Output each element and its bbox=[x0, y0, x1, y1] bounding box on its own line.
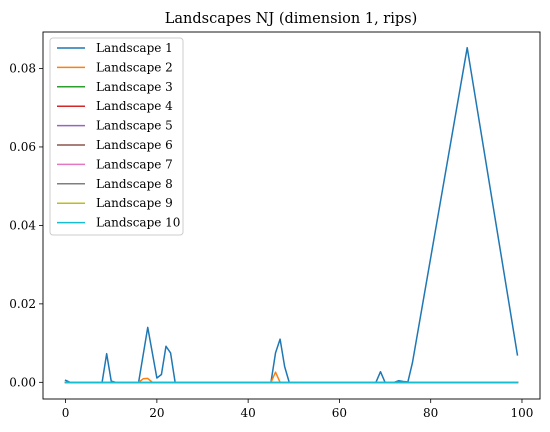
y-tick-label: 0.00 bbox=[9, 375, 36, 389]
chart-title: Landscapes NJ (dimension 1, rips) bbox=[165, 11, 418, 27]
legend-label: Landscape 8 bbox=[96, 177, 173, 191]
y-tick-label: 0.06 bbox=[9, 140, 36, 154]
x-tick-label: 80 bbox=[423, 406, 438, 420]
x-tick-label: 20 bbox=[149, 406, 164, 420]
x-tick-label: 60 bbox=[332, 406, 347, 420]
legend: Landscape 1 Landscape 2 Landscape 3 Landsca… bbox=[49, 37, 184, 236]
y-tick-label: 0.02 bbox=[9, 297, 36, 311]
legend-label: Landscape 9 bbox=[96, 196, 173, 210]
legend-label: Landscape 5 bbox=[96, 119, 173, 133]
legend-label: Landscape 2 bbox=[96, 60, 173, 74]
y-axis: 0.00 0.02 0.04 0.06 0.08 bbox=[9, 61, 43, 389]
legend-label: Landscape 3 bbox=[96, 80, 173, 94]
legend-label: Landscape 7 bbox=[96, 157, 173, 171]
legend-label: Landscape 6 bbox=[96, 138, 173, 152]
y-tick-label: 0.04 bbox=[9, 218, 36, 232]
legend-label: Landscape 1 bbox=[96, 41, 173, 55]
x-tick-label: 40 bbox=[241, 406, 256, 420]
x-tick-label: 0 bbox=[62, 406, 70, 420]
series-layer bbox=[64, 46, 519, 384]
legend-label: Landscape 10 bbox=[96, 216, 180, 230]
legend-label: Landscape 4 bbox=[96, 99, 173, 113]
y-tick-label: 0.08 bbox=[9, 61, 36, 75]
x-tick-label: 100 bbox=[511, 406, 534, 420]
x-axis: 0 20 40 60 80 100 bbox=[62, 399, 534, 420]
plot-frame bbox=[42, 31, 541, 400]
